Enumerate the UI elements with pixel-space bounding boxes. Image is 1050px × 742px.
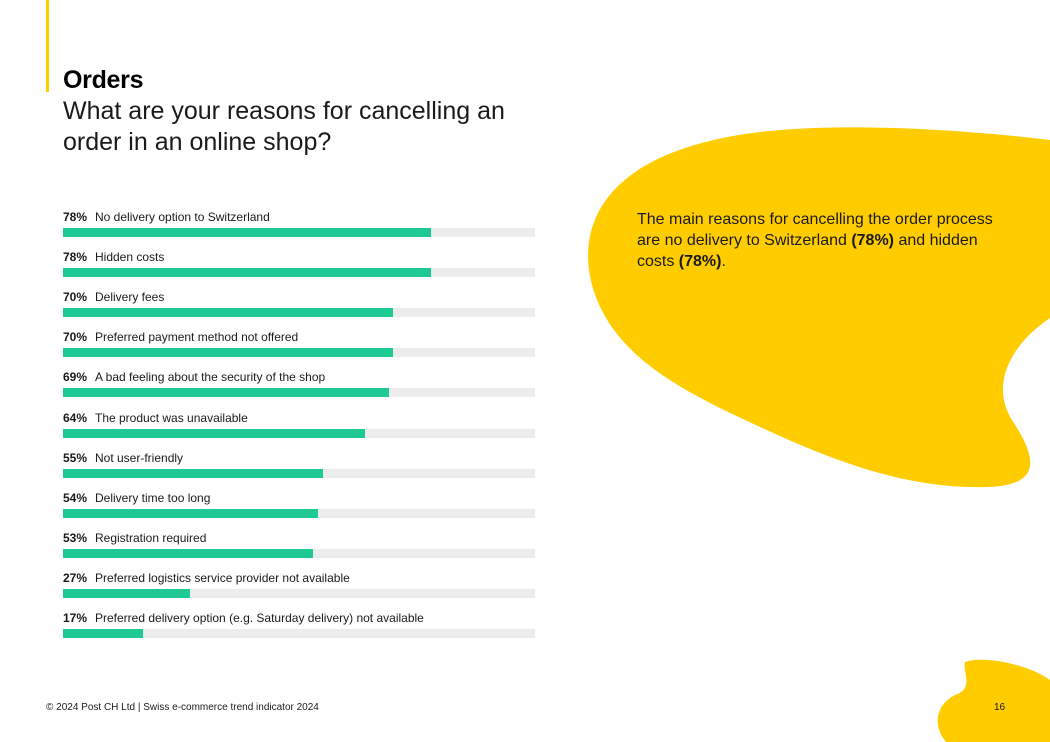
bar-value-label: 70% [63, 330, 88, 345]
callout-text: The main reasons for cancelling the orde… [637, 209, 1007, 272]
bar [63, 228, 432, 237]
bar-value-label: 70% [63, 290, 88, 305]
bar-category-label: Preferred payment method not offered [95, 330, 299, 345]
bar-category-label: Hidden costs [95, 250, 165, 265]
bar-category-label: A bad feeling about the security of the … [95, 370, 326, 385]
bar-track [63, 268, 535, 278]
bar-row: 78% No delivery option to Switzerland [63, 210, 535, 238]
bar [63, 388, 389, 398]
bar-label: 70% Delivery fees [63, 290, 164, 304]
bar-value-label: 17% [63, 611, 88, 625]
page-title: Orders [63, 66, 144, 94]
bar-value-label: 78% [63, 210, 88, 224]
bar-label: 78% No delivery option to Switzerland [63, 210, 270, 224]
bar [63, 629, 144, 638]
page-number: 16 [994, 702, 1006, 713]
bar-track [63, 388, 535, 398]
bar-track [63, 588, 535, 598]
bar-track [63, 548, 535, 558]
bar [63, 348, 394, 358]
bar-row: 78% Hidden costs [63, 250, 535, 278]
bar-value-label: 78% [63, 250, 88, 265]
bar-row: 69% A bad feeling about the security of t… [63, 370, 535, 398]
yellow-blob-small [937, 659, 1050, 742]
bar-label: 54% Delivery time too long [63, 491, 210, 505]
bar-value-label: 69% [63, 370, 88, 385]
bar-value-label: 64% [63, 410, 88, 425]
bar-row: 53% Registration required [63, 531, 535, 559]
bar-row: 70% Preferred payment method not offered [63, 330, 535, 358]
bar-track [63, 428, 535, 438]
bar-row: 54% Delivery time too long [63, 491, 535, 519]
bar [63, 588, 191, 598]
callout-part3: . [721, 253, 726, 270]
bar-value-label: 55% [63, 450, 88, 465]
bar-track [63, 228, 535, 237]
bar-track [63, 508, 535, 518]
bar-row: 70% Delivery fees [63, 290, 535, 318]
bar-category-label: Registration required [95, 530, 207, 545]
callout-part2: and hidden costs [637, 232, 978, 270]
bar-track [63, 468, 535, 478]
bar-category-label: Preferred logistics service provider not… [95, 570, 350, 585]
bar-category-label: Preferred delivery option (e.g. Saturday… [95, 611, 424, 625]
bar-track [63, 629, 535, 638]
bar [63, 268, 432, 278]
bar-row: 17% Preferred delivery option (e.g. Satur… [63, 611, 535, 639]
bar-label: 17% Preferred delivery option (e.g. Satur… [63, 611, 424, 625]
bar-category-label: Not user-friendly [95, 450, 184, 465]
callout-part1: The main reasons for cancelling the orde… [637, 211, 993, 249]
accent-line [46, 0, 49, 92]
bar [63, 428, 366, 438]
bar-value-label: 53% [63, 530, 88, 545]
bar-category-label: Delivery time too long [95, 490, 211, 505]
bar-label: 53% Registration required [63, 531, 206, 545]
footer-copyright: © 2024 Post CH Ltd | Swiss e-commerce tr… [46, 702, 319, 713]
bar [63, 468, 323, 478]
bar-category-label: The product was unavailable [95, 410, 248, 425]
bar-label: 27% Preferred logistics service provider … [63, 571, 350, 585]
bar-label: 70% Preferred payment method not offered [63, 330, 298, 344]
bar-label: 69% A bad feeling about the security of t… [63, 370, 325, 384]
bar-category-label: Delivery fees [95, 290, 165, 305]
bar-label: 78% Hidden costs [63, 250, 164, 264]
bar-value-label: 27% [63, 570, 88, 585]
bar-value-label: 54% [63, 490, 88, 505]
bar-category-label: No delivery option to Switzerland [95, 210, 270, 224]
bar-row: 27% Preferred logistics service provider … [63, 571, 535, 599]
bar [63, 508, 318, 518]
yellow-blob-large [588, 127, 1050, 488]
bar-label: 64% The product was unavailable [63, 411, 248, 425]
bar-label: 55% Not user-friendly [63, 451, 183, 465]
callout-bold1: (78%) [851, 232, 895, 249]
bar [63, 548, 314, 558]
bar-track [63, 308, 535, 318]
bar-track [63, 348, 535, 358]
page-subtitle: What are your reasons for cancelling an … [63, 97, 505, 156]
callout-bold2: (78%) [678, 253, 722, 270]
bar-row: 55% Not user-friendly [63, 451, 535, 479]
bar-row: 64% The product was unavailable [63, 411, 535, 439]
bar [63, 308, 394, 318]
